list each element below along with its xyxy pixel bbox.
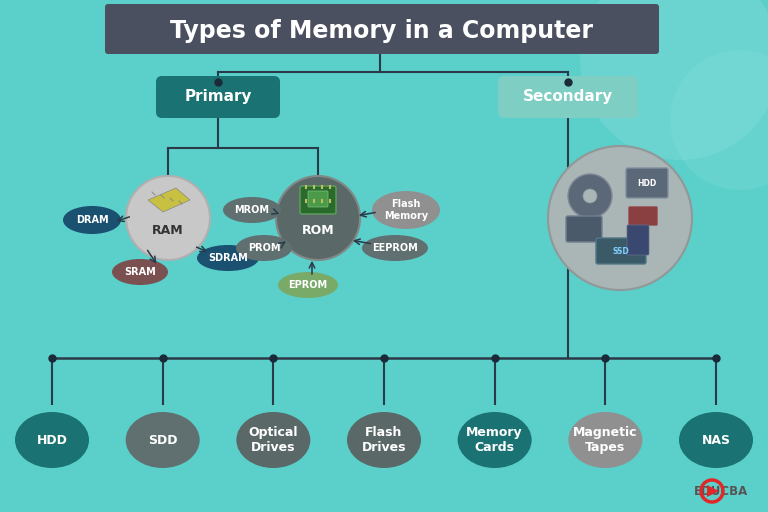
Ellipse shape: [347, 412, 421, 468]
Ellipse shape: [278, 272, 338, 298]
Polygon shape: [707, 485, 719, 497]
Text: HDD: HDD: [637, 179, 657, 187]
Circle shape: [548, 146, 692, 290]
FancyBboxPatch shape: [498, 76, 638, 118]
Text: SDD: SDD: [148, 434, 177, 446]
Text: RAM: RAM: [152, 224, 184, 238]
Text: MROM: MROM: [234, 205, 270, 215]
Ellipse shape: [372, 191, 440, 229]
Circle shape: [276, 176, 360, 260]
FancyBboxPatch shape: [105, 4, 659, 54]
Text: NAS: NAS: [701, 434, 730, 446]
Text: EDUCBA: EDUCBA: [694, 485, 748, 498]
Circle shape: [568, 174, 612, 218]
Text: Magnetic
Tapes: Magnetic Tapes: [573, 426, 637, 454]
Circle shape: [583, 189, 597, 203]
Ellipse shape: [126, 412, 200, 468]
Text: SDRAM: SDRAM: [208, 253, 248, 263]
Ellipse shape: [236, 235, 292, 261]
FancyBboxPatch shape: [627, 225, 649, 255]
Text: HDD: HDD: [37, 434, 68, 446]
Text: Memory
Cards: Memory Cards: [466, 426, 523, 454]
FancyBboxPatch shape: [628, 206, 657, 225]
Text: Optical
Drives: Optical Drives: [249, 426, 298, 454]
FancyBboxPatch shape: [626, 168, 668, 198]
FancyBboxPatch shape: [300, 186, 336, 214]
FancyBboxPatch shape: [566, 216, 602, 242]
Ellipse shape: [679, 412, 753, 468]
Ellipse shape: [362, 235, 428, 261]
Ellipse shape: [458, 412, 531, 468]
Circle shape: [126, 176, 210, 260]
Text: Flash
Memory: Flash Memory: [384, 199, 428, 221]
Text: Secondary: Secondary: [523, 90, 613, 104]
Text: Types of Memory in a Computer: Types of Memory in a Computer: [170, 19, 594, 43]
Ellipse shape: [63, 206, 121, 234]
Text: ROM: ROM: [302, 224, 334, 238]
Text: EEPROM: EEPROM: [372, 243, 418, 253]
Text: SRAM: SRAM: [124, 267, 156, 277]
Ellipse shape: [223, 197, 281, 223]
Ellipse shape: [112, 259, 168, 285]
Text: Flash
Drives: Flash Drives: [362, 426, 406, 454]
Ellipse shape: [197, 245, 259, 271]
Circle shape: [670, 50, 768, 190]
Circle shape: [580, 0, 768, 160]
Ellipse shape: [237, 412, 310, 468]
FancyBboxPatch shape: [596, 238, 646, 264]
FancyBboxPatch shape: [308, 191, 328, 207]
FancyBboxPatch shape: [156, 76, 280, 118]
Text: EPROM: EPROM: [289, 280, 328, 290]
Text: SSD: SSD: [613, 246, 629, 255]
Text: PROM: PROM: [248, 243, 280, 253]
Polygon shape: [148, 188, 190, 212]
Ellipse shape: [15, 412, 89, 468]
Text: DRAM: DRAM: [76, 215, 108, 225]
Text: Primary: Primary: [184, 90, 252, 104]
Ellipse shape: [568, 412, 642, 468]
